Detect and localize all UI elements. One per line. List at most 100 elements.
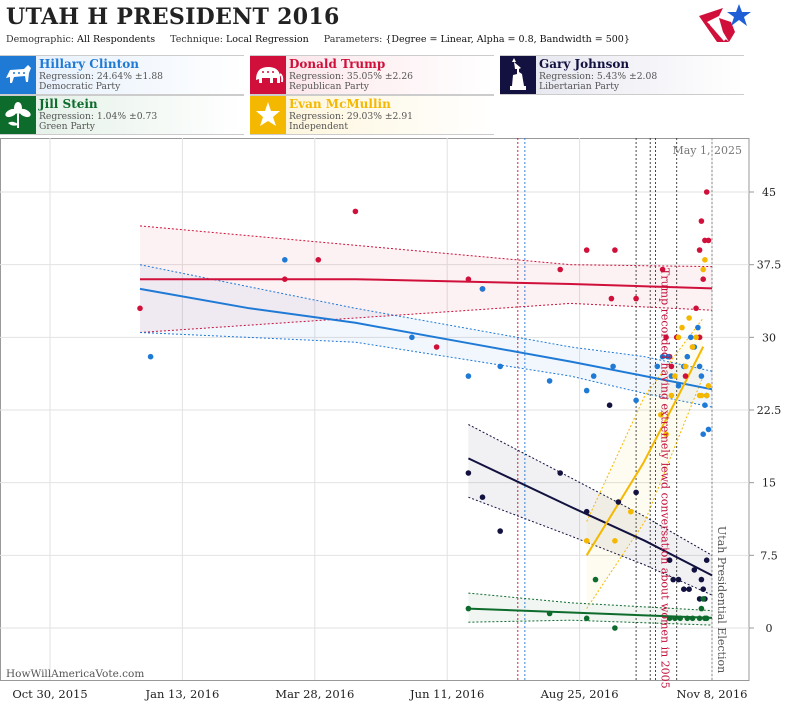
poll-point-clinton xyxy=(688,334,694,341)
poll-point-stein xyxy=(592,576,599,583)
poll-point-mcmullin xyxy=(689,344,696,350)
poll-point-trump xyxy=(465,276,472,282)
poll-point-trump xyxy=(696,247,703,253)
poll-point-mcmullin xyxy=(682,363,689,370)
poll-point-trump xyxy=(668,363,675,370)
poll-point-johnson xyxy=(479,494,486,501)
candidate-card-clinton[interactable]: Hillary Clinton Regression: 24.64% ±1.88… xyxy=(0,55,244,95)
x-tick-label: Aug 25, 2016 xyxy=(540,687,619,701)
poll-point-stein xyxy=(689,615,696,622)
y-tick-label: 0 xyxy=(766,622,773,635)
trend-line-trump xyxy=(140,278,713,290)
upper-bound-clinton xyxy=(139,264,713,372)
poll-point-clinton xyxy=(583,387,590,394)
poll-point-trump xyxy=(583,247,590,253)
poll-point-mcmullin xyxy=(672,373,678,379)
chart-labels: Trump recorded having extremely lewd con… xyxy=(6,144,742,689)
poll-chart: Oct 30, 2015 Jan 13, 2016 Mar 28, 2016 Jun … xyxy=(0,138,781,701)
x-tick-label: Mar 28, 2016 xyxy=(275,687,354,701)
poll-point-clinton xyxy=(696,363,703,370)
poll-point-clinton xyxy=(610,363,616,370)
technique-value: Local Regression xyxy=(226,34,309,45)
poll-point-clinton xyxy=(282,257,288,263)
poll-point-johnson xyxy=(557,470,563,476)
trend-line-johnson xyxy=(467,457,713,577)
poll-point-johnson xyxy=(465,470,472,476)
poll-point-johnson xyxy=(675,576,682,583)
poll-point-trump xyxy=(698,218,705,224)
poll-point-stein xyxy=(546,610,553,617)
technique-label: Technique: xyxy=(170,34,223,45)
poll-point-stein xyxy=(465,605,472,612)
poll-points xyxy=(137,189,712,631)
poll-point-trump xyxy=(612,247,618,253)
upper-bound-trump xyxy=(139,225,713,268)
poll-point-clinton xyxy=(409,334,415,341)
poll-point-trump xyxy=(608,295,615,302)
parameters-label: Parameters: xyxy=(323,34,383,45)
poll-point-clinton xyxy=(702,402,708,409)
poll-point-mcmullin xyxy=(705,383,712,389)
poll-point-stein xyxy=(696,615,703,622)
poll-point-clinton xyxy=(684,353,691,360)
upper-bound-stein xyxy=(468,592,713,612)
y-tick-label: 7.5 xyxy=(760,549,778,562)
y-tick-label: 37.5 xyxy=(757,259,782,272)
poll-point-mcmullin xyxy=(675,334,682,341)
candidate-name: Donald Trump xyxy=(289,57,386,71)
candidate-party: Independent xyxy=(289,121,349,132)
demographic-value: All Respondents xyxy=(77,34,156,45)
poll-point-stein xyxy=(672,615,678,622)
candidate-card-johnson[interactable]: Gary Johnson Regression: 5.43% ±2.08 Lib… xyxy=(500,55,744,95)
poll-point-johnson xyxy=(686,586,692,592)
poll-point-trump xyxy=(700,276,706,282)
confidence-band-stein xyxy=(468,593,712,626)
candidate-card-trump[interactable]: Donald Trump Regression: 35.05% ±2.26 Re… xyxy=(250,55,494,95)
poll-point-mcmullin xyxy=(679,324,685,331)
poll-point-johnson xyxy=(497,528,504,534)
poll-point-stein xyxy=(684,615,691,622)
poll-point-clinton xyxy=(698,373,705,379)
donkey-icon xyxy=(0,56,36,94)
candidate-party: Democratic Party xyxy=(39,81,121,92)
poll-point-trump xyxy=(282,276,288,282)
parameters-value: {Degree = Linear, Alpha = 0.8, Bandwidth… xyxy=(385,34,630,45)
statue-of-liberty-icon xyxy=(500,56,536,94)
poll-point-johnson xyxy=(700,586,706,592)
poll-point-johnson xyxy=(615,499,622,505)
page-title: UTAH H PRESIDENT 2016 xyxy=(6,4,340,30)
poll-point-johnson xyxy=(698,576,705,583)
x-tick-label: Nov 8, 2016 xyxy=(676,687,747,701)
candidate-card-stein[interactable]: Jill Stein Regression: 1.04% ±0.73 Green… xyxy=(0,95,244,135)
candidate-name: Hillary Clinton xyxy=(39,57,139,71)
elephant-icon xyxy=(250,56,286,94)
poll-point-clinton xyxy=(590,373,597,379)
poll-point-stein xyxy=(583,615,590,622)
candidate-party: Green Party xyxy=(39,121,95,132)
candidate-card-mcmullin[interactable]: Evan McMullin Regression: 29.03% ±2.91 I… xyxy=(250,95,494,135)
date-label: May 1, 2025 xyxy=(672,144,742,157)
poll-point-mcmullin xyxy=(583,538,590,544)
flower-icon xyxy=(0,96,36,134)
poll-point-clinton xyxy=(465,373,472,379)
poll-point-johnson xyxy=(670,576,676,583)
poll-point-mcmullin xyxy=(658,412,664,418)
y-tick-label: 15 xyxy=(762,477,776,490)
watermark: HowWillAmericaVote.com xyxy=(6,668,144,680)
chart-axes: Oct 30, 2015 Jan 13, 2016 Mar 28, 2016 Jun … xyxy=(12,186,781,701)
poll-point-johnson xyxy=(606,402,613,409)
poll-point-clinton xyxy=(695,324,701,331)
poll-point-mcmullin xyxy=(700,266,706,273)
poll-point-johnson xyxy=(666,557,673,563)
star-icon xyxy=(250,96,286,134)
annotation-lewd-conversation: Trump recorded having extremely lewd con… xyxy=(659,268,672,689)
poll-point-trump xyxy=(705,237,712,244)
poll-point-mcmullin xyxy=(686,315,692,321)
confidence-band-mcmullin xyxy=(586,318,704,609)
y-tick-label: 45 xyxy=(762,186,776,199)
upper-bound-johnson xyxy=(468,424,713,556)
poll-point-mcmullin xyxy=(663,431,669,438)
poll-point-johnson xyxy=(703,557,710,563)
candidate-regression: Regression: 29.03% ±2.91 xyxy=(289,111,414,122)
x-tick-label: Jun 11, 2016 xyxy=(409,687,484,701)
